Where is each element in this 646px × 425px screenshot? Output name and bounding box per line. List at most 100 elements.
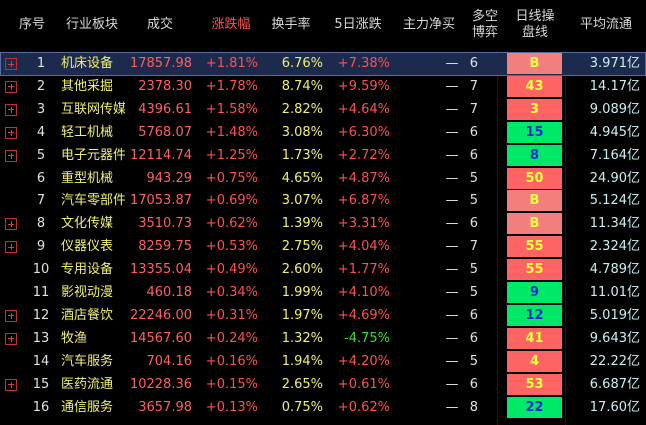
- expand-button[interactable]: [5, 309, 17, 322]
- column-header[interactable]: 换手率: [271, 17, 311, 32]
- turnover-rate: 3.07%: [281, 193, 323, 209]
- signal-box: B: [507, 53, 562, 74]
- column-header[interactable]: 成交: [146, 17, 173, 32]
- column-header[interactable]: 行业板块: [65, 17, 118, 32]
- signal-box: 4: [507, 350, 562, 372]
- change-pct: +0.53%: [205, 239, 258, 255]
- turnover: 460.18: [146, 285, 193, 300]
- row-number: 10: [32, 262, 50, 278]
- turnover: 5768.07: [138, 124, 192, 140]
- sector-name: 轻工机械: [61, 124, 114, 140]
- expand-button[interactable]: [5, 218, 17, 231]
- expand-button[interactable]: [5, 332, 17, 345]
- sector-name: 专用设备: [61, 262, 114, 278]
- change-5d: +4.20%: [337, 353, 390, 369]
- change-5d: +4.64%: [337, 101, 390, 117]
- expand-button[interactable]: [5, 103, 17, 116]
- column-header[interactable]: 主力净买: [402, 17, 455, 32]
- column-header[interactable]: 5日涨跌: [334, 17, 382, 32]
- signal-box: 15: [507, 121, 562, 143]
- row-number: 1: [36, 56, 46, 71]
- turnover: 8259.75: [138, 239, 192, 255]
- row-number: 4: [36, 124, 46, 140]
- signal-box: 50: [507, 167, 562, 189]
- change-pct: +0.49%: [205, 262, 258, 278]
- avg-float: 11.34亿: [589, 216, 640, 232]
- avg-float: 4.789亿: [589, 262, 640, 278]
- change-pct: +0.31%: [205, 307, 258, 323]
- long-short: 7: [469, 78, 478, 94]
- expand-button[interactable]: [5, 378, 17, 391]
- turnover-rate: 1.73%: [281, 147, 323, 163]
- turnover-rate: 1.99%: [281, 285, 323, 300]
- turnover-rate: 1.39%: [281, 216, 323, 232]
- expand-button[interactable]: [5, 80, 17, 93]
- long-short: 5: [469, 262, 478, 278]
- separator: [497, 50, 498, 425]
- long-short: 5: [469, 193, 478, 209]
- avg-float: 2.324亿: [589, 239, 640, 255]
- change-5d: +2.72%: [337, 147, 390, 163]
- turnover-rate: 0.75%: [281, 399, 323, 415]
- net-buy: —: [445, 285, 459, 300]
- net-buy: —: [445, 124, 459, 140]
- turnover-rate: 1.32%: [281, 330, 323, 346]
- row-number: 9: [36, 239, 46, 255]
- long-short: 7: [469, 239, 478, 255]
- column-header[interactable]: 序号: [18, 17, 45, 32]
- long-short: 6: [469, 216, 478, 232]
- turnover-rate: 1.94%: [281, 353, 323, 369]
- turnover: 4396.61: [138, 101, 192, 117]
- change-5d: +6.87%: [337, 193, 390, 209]
- change-pct: +1.25%: [205, 147, 258, 163]
- change-5d: +4.10%: [337, 285, 390, 300]
- turnover-rate: 3.08%: [281, 124, 323, 140]
- sector-name: 医药流通: [61, 376, 114, 392]
- long-short: 6: [469, 124, 478, 140]
- sector-name: 影视动漫: [61, 285, 114, 300]
- change-5d: +6.30%: [337, 124, 390, 140]
- long-short: 6: [469, 147, 478, 163]
- column-header[interactable]: 涨跌幅: [211, 17, 251, 32]
- avg-float: 14.17亿: [589, 78, 640, 94]
- sector-name: 酒店餐饮: [61, 307, 114, 323]
- change-5d: +0.61%: [337, 376, 390, 392]
- expand-button[interactable]: [5, 58, 17, 70]
- avg-float: 17.60亿: [589, 399, 640, 415]
- turnover: 10228.36: [129, 376, 192, 392]
- sector-name: 汽车零部件: [61, 193, 125, 209]
- expand-button[interactable]: [5, 126, 17, 139]
- change-pct: +0.62%: [205, 216, 258, 232]
- change-5d: +7.38%: [337, 56, 390, 71]
- avg-float: 11.01亿: [589, 285, 640, 300]
- turnover-rate: 1.97%: [281, 307, 323, 323]
- sector-name: 重型机械: [61, 170, 114, 186]
- turnover: 22246.00: [129, 307, 192, 323]
- avg-float: 7.164亿: [589, 147, 640, 163]
- expand-button[interactable]: [5, 241, 17, 254]
- row-number: 11: [32, 285, 50, 300]
- expand-button[interactable]: [5, 149, 17, 162]
- net-buy: —: [445, 239, 459, 255]
- turnover: 704.16: [146, 353, 193, 369]
- signal-box: 3: [507, 98, 562, 120]
- signal-box: 55: [507, 259, 562, 281]
- long-short: 5: [469, 285, 478, 300]
- column-header[interactable]: 日线操 盘线: [515, 9, 555, 40]
- avg-float: 4.945亿: [589, 124, 640, 140]
- signal-box: 55: [507, 236, 562, 258]
- column-header[interactable]: 多空 博弈: [471, 9, 498, 40]
- net-buy: —: [445, 147, 459, 163]
- change-5d: +1.77%: [337, 262, 390, 278]
- change-5d: +3.31%: [337, 216, 390, 232]
- net-buy: —: [445, 262, 459, 278]
- column-header[interactable]: 平均流通: [579, 17, 632, 32]
- change-pct: +1.81%: [205, 56, 258, 71]
- turnover-rate: 2.75%: [281, 239, 323, 255]
- change-pct: +0.24%: [205, 330, 258, 346]
- net-buy: —: [445, 216, 459, 232]
- turnover: 3657.98: [138, 399, 192, 415]
- long-short: 6: [469, 307, 478, 323]
- sector-name: 文化传媒: [61, 216, 114, 232]
